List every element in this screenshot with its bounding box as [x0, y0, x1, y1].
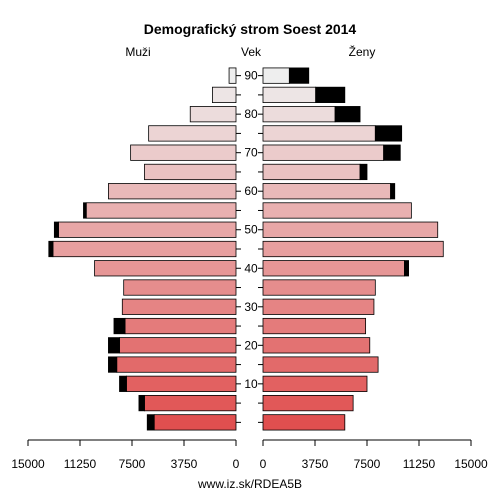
age-axis-label: Vek	[241, 45, 262, 59]
age-label-40: 40	[244, 261, 258, 275]
male-surplus-55-59	[83, 202, 87, 219]
x-tick-label-left: 11250	[64, 457, 97, 471]
x-tick-label-left: 7500	[119, 457, 146, 471]
male-bar-20-24	[119, 337, 237, 354]
x-tick-label-right: 3750	[302, 457, 329, 471]
female-bar-25-29	[262, 317, 367, 335]
age-label-60: 60	[244, 184, 258, 198]
female-surplus-65-69	[359, 163, 368, 181]
female-bar-0-4	[262, 414, 346, 431]
female-bar-15-19	[262, 356, 379, 373]
female-bar-80-84	[262, 106, 336, 123]
x-tick-label-right: 15000	[454, 457, 488, 471]
male-bar-35-39	[123, 279, 237, 296]
x-tick-label-left: 0	[233, 457, 240, 471]
female-surplus-40-44	[404, 260, 410, 277]
male-surplus-45-49	[48, 240, 54, 258]
male-surplus-20-24	[108, 337, 120, 354]
male-bar-30-34	[121, 298, 237, 315]
x-tick-label-right: 0	[260, 457, 267, 471]
age-label-10: 10	[244, 377, 258, 391]
male-bar-45-49	[52, 240, 237, 258]
male-surplus-10-14	[119, 375, 127, 392]
female-surplus-90+	[288, 67, 310, 84]
female-bar-60-64	[262, 183, 391, 200]
female-bar-75-79	[262, 125, 376, 142]
male-bar-0-4	[153, 414, 237, 431]
male-bar-15-19	[116, 356, 237, 373]
female-bar-45-49	[262, 240, 444, 258]
age-label-20: 20	[244, 338, 258, 352]
male-surplus-5-9	[138, 394, 145, 412]
age-label-30: 30	[244, 300, 258, 314]
chart-title: Demografický strom Soest 2014	[144, 21, 357, 37]
male-bar-50-54	[58, 221, 237, 238]
male-bar-90+	[228, 67, 237, 84]
x-tick-label-right: 11250	[403, 457, 436, 471]
male-bar-40-44	[94, 260, 237, 277]
x-tick-label-left: 3750	[171, 457, 198, 471]
female-bar-70-74	[262, 144, 385, 161]
male-bar-65-69	[144, 163, 237, 181]
male-surplus-50-54	[53, 221, 59, 238]
age-label-90: 90	[244, 69, 258, 83]
axes: 90 80 70 60 50 40 30 20 10 15000 11250 7500 3750 0 0 37…	[11, 69, 488, 471]
footer-source: www.iz.sk/RDEA5B	[197, 477, 302, 491]
female-bar-30-34	[262, 298, 375, 315]
male-bars	[48, 67, 237, 431]
females-label: Ženy	[349, 44, 376, 59]
male-surplus-25-29	[113, 317, 126, 335]
male-bar-75-79	[148, 125, 237, 142]
male-bar-70-74	[130, 144, 237, 161]
female-bar-5-9	[262, 394, 354, 412]
female-bar-55-59	[262, 202, 412, 219]
female-surplus-70-74	[383, 144, 401, 161]
male-surplus-15-19	[108, 356, 118, 373]
female-surplus-80-84	[334, 106, 361, 123]
female-bar-20-24	[262, 337, 371, 354]
male-bar-80-84	[189, 106, 237, 123]
x-tick-label-right: 7500	[354, 457, 381, 471]
male-bar-10-14	[126, 375, 237, 392]
female-bar-35-39	[262, 279, 376, 296]
age-label-80: 80	[244, 107, 258, 121]
female-surplus-75-79	[374, 125, 403, 142]
x-tick-label-left: 15000	[11, 457, 45, 471]
male-bar-5-9	[144, 394, 237, 412]
female-bar-40-44	[262, 260, 405, 277]
female-surplus-85-89	[315, 86, 346, 104]
female-bar-85-89	[262, 86, 317, 104]
female-bar-65-69	[262, 163, 361, 181]
male-bar-60-64	[108, 183, 237, 200]
male-surplus-0-4	[146, 414, 155, 431]
male-bar-25-29	[124, 317, 237, 335]
males-label: Muži	[125, 45, 150, 59]
female-bars	[262, 67, 444, 431]
male-bar-85-89	[212, 86, 237, 104]
female-bar-50-54	[262, 221, 439, 238]
male-bar-55-59	[85, 202, 237, 219]
age-label-50: 50	[244, 223, 258, 237]
female-surplus-60-64	[390, 183, 396, 200]
female-bar-90+	[262, 67, 290, 84]
female-bar-10-14	[262, 375, 368, 392]
age-label-70: 70	[244, 146, 258, 160]
